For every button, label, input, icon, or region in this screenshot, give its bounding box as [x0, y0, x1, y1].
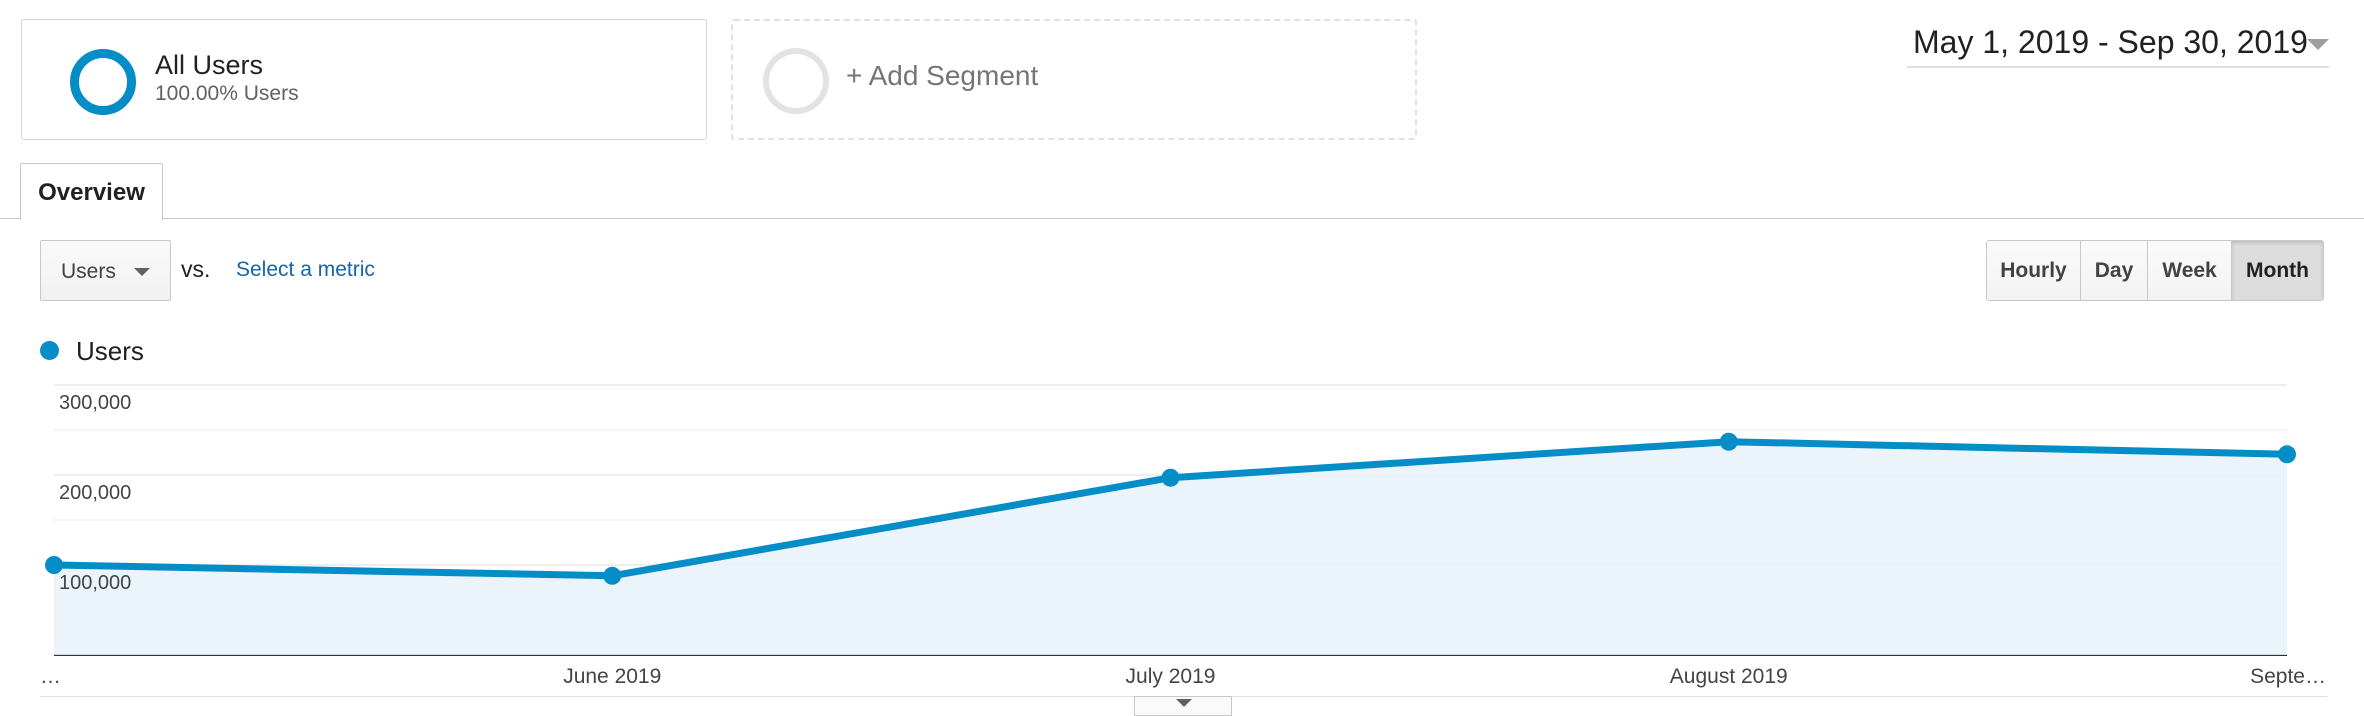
legend-dot-icon — [40, 341, 59, 360]
caret-down-icon — [1176, 699, 1192, 707]
users-area-fill — [54, 441, 2287, 655]
data-point[interactable] — [603, 566, 622, 585]
legend-label: Users — [76, 336, 144, 366]
users-line-chart: 100,000 200,000 300,000 … June 2019 July 201… — [40, 384, 2326, 688]
segment-subtitle: 100.00% Users — [155, 82, 299, 105]
data-point[interactable] — [2278, 445, 2296, 464]
metric-select-label: Users — [61, 260, 116, 283]
x-axis-label: June 2019 — [563, 665, 661, 688]
data-point[interactable] — [1719, 432, 1738, 451]
day-button[interactable]: Day — [2081, 241, 2148, 300]
segment-ring-icon — [70, 49, 136, 115]
metric-select[interactable]: Users — [40, 240, 171, 301]
tab-overview-label: Overview — [38, 179, 145, 206]
segment-title: All Users — [155, 50, 264, 80]
y-tick-label: 200,000 — [59, 482, 131, 504]
x-axis-label: … — [40, 665, 61, 688]
add-segment-button[interactable]: + Add Segment — [731, 19, 1417, 140]
y-tick-label: 300,000 — [59, 392, 131, 414]
tab-bar-divider — [0, 218, 2364, 219]
select-metric-link[interactable]: Select a metric — [236, 258, 375, 281]
granularity-toggle: Hourly Day Week Month — [1986, 240, 2324, 301]
y-tick-label: 100,000 — [59, 572, 131, 594]
hourly-button[interactable]: Hourly — [1987, 241, 2081, 300]
x-axis-label: July 2019 — [1126, 665, 1216, 688]
segment-all-users[interactable]: All Users 100.00% Users — [21, 19, 707, 140]
caret-down-icon — [134, 268, 150, 276]
vs-label: vs. — [181, 256, 211, 282]
add-segment-label: + Add Segment — [846, 60, 1039, 91]
data-point[interactable] — [1161, 468, 1180, 487]
week-button[interactable]: Week — [2148, 241, 2232, 300]
x-axis-label: Septe… — [2250, 665, 2326, 688]
data-point[interactable] — [45, 556, 63, 574]
chart-expand-handle[interactable] — [1134, 696, 1232, 716]
x-axis-label: August 2019 — [1670, 665, 1788, 688]
month-button[interactable]: Month — [2232, 241, 2323, 300]
caret-down-icon — [2307, 39, 2329, 50]
empty-segment-ring-icon — [763, 48, 829, 114]
date-range-label: May 1, 2019 - Sep 30, 2019 — [1913, 24, 2308, 60]
date-range-picker[interactable]: May 1, 2019 - Sep 30, 2019 — [1907, 24, 2329, 68]
tab-overview[interactable]: Overview — [20, 163, 163, 220]
